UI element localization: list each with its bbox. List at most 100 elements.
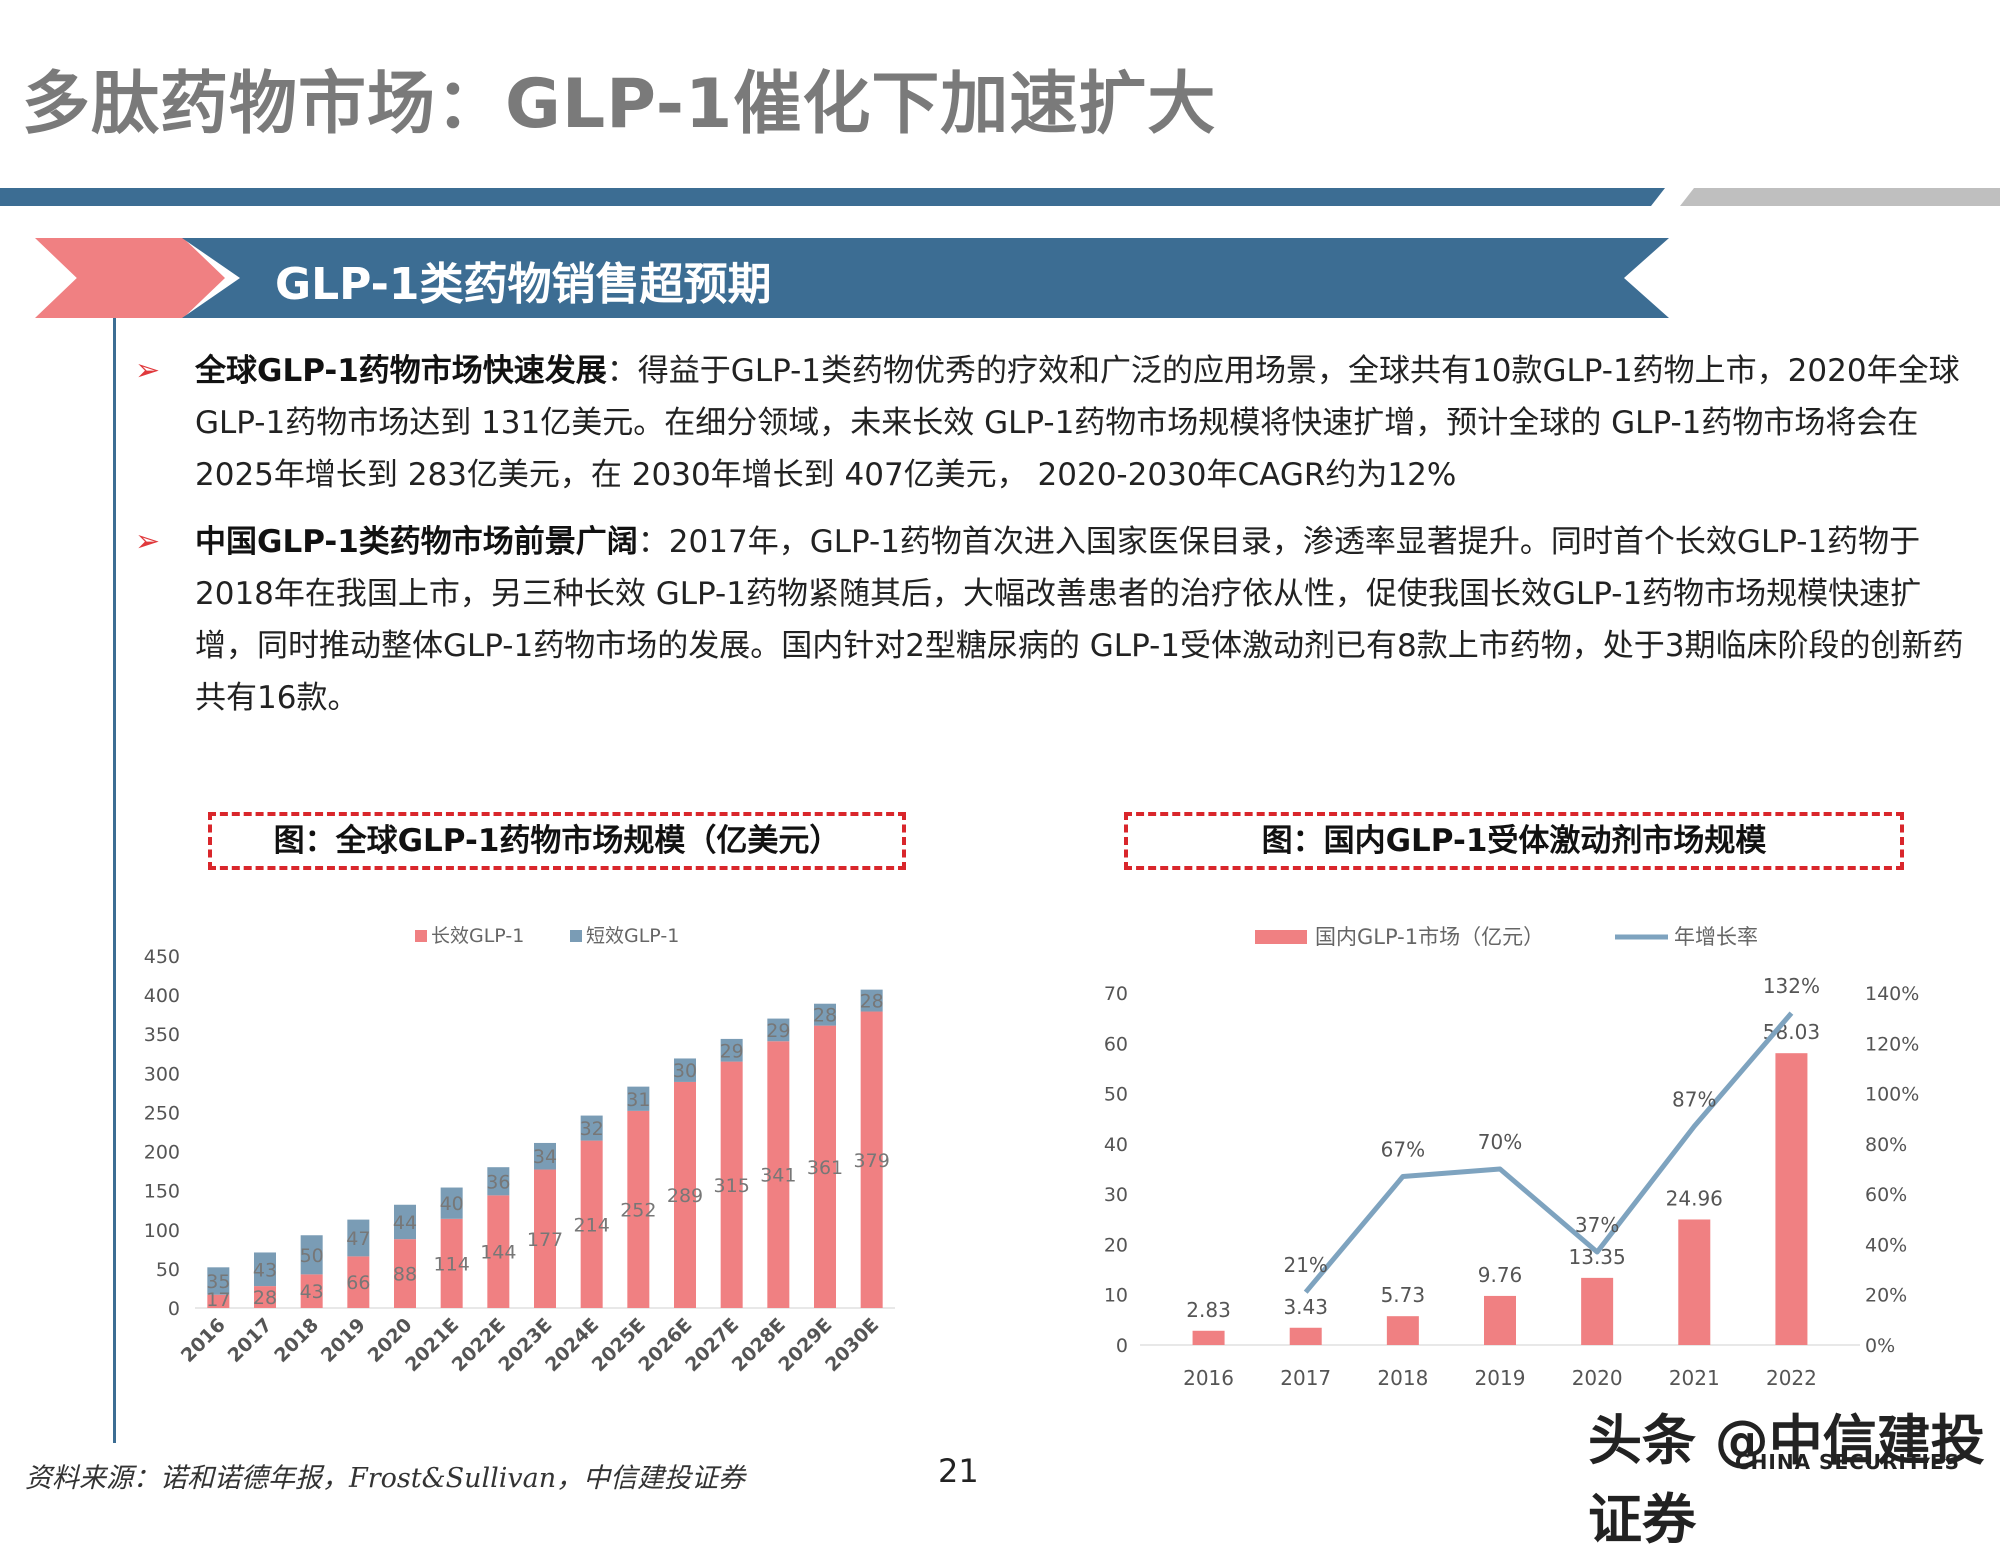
y-right-tick-label: 20% [1865,1285,1907,1307]
data-label-growth: 70% [1478,1130,1522,1154]
x-tick-label: 2019 [317,1314,370,1367]
bar-long-acting [720,1061,743,1308]
y-tick-label: 300 [144,1063,180,1085]
banner-arrow-pink [35,238,225,318]
y-right-tick-label: 0% [1865,1335,1895,1357]
bar-domestic-market [1775,1053,1808,1345]
y-right-tick-label: 140% [1865,983,1919,1005]
x-tick-label: 2030E [821,1314,883,1376]
data-label-short: 44 [393,1212,417,1234]
bar-domestic-market [1289,1327,1322,1345]
bullet-heading: 全球GLP-1药物市场快速发展 [195,353,607,389]
data-label-growth: 132% [1763,974,1820,998]
bar-long-acting [487,1195,510,1308]
bullet-arrow-icon: ➢ [135,353,161,388]
data-label-growth: 37% [1575,1213,1619,1237]
bar-short-acting [674,1058,696,1082]
bar-long-acting [347,1256,370,1308]
page-title: 多肽药物市场：GLP-1催化下加速扩大 [22,65,1217,144]
y-left-tick-label: 50 [1104,1084,1128,1106]
bar-domestic-market [1386,1316,1419,1345]
watermark-text: 头条 @中信建投证券 [1588,1409,1985,1551]
y-right-tick-label: 100% [1865,1084,1919,1106]
bar-short-acting [440,1187,463,1219]
bar-short-acting [300,1235,323,1275]
data-label-long: 289 [667,1185,703,1207]
x-tick-label: 2021 [1669,1366,1720,1390]
y-right-tick-label: 60% [1865,1184,1907,1206]
legend-label-short: 短效GLP-1 [586,925,679,947]
data-label-long: 43 [300,1281,324,1303]
data-label-short: 32 [580,1118,604,1140]
y-tick-label: 450 [144,946,180,968]
bar-long-acting [254,1286,276,1308]
legend-swatch-short [570,930,582,942]
bar-short-acting [860,989,883,1012]
data-label-short: 31 [626,1089,650,1111]
bullet-body: ：得益于GLP-1类药物优秀的疗效和广泛的应用场景，全球共有10款GLP-1药物… [195,353,1960,493]
bar-short-acting [720,1038,743,1062]
banner-bar [182,238,1669,318]
bar-long-acting [767,1041,790,1308]
data-label-long: 252 [620,1199,656,1221]
bar-short-acting [487,1167,510,1196]
y-left-tick-label: 0 [1116,1335,1128,1357]
bar-short-acting [814,1003,836,1026]
data-label-market: 58.03 [1763,1020,1820,1044]
header-rule-blue [0,188,1665,206]
data-label-market: 24.96 [1666,1186,1723,1210]
legend-label-long: 长效GLP-1 [431,925,524,947]
bullet-body: ：2017年，GLP-1药物首次进入国家医保目录，渗透率显著提升。同时首个长效G… [195,524,1964,716]
bar-short-acting [347,1219,370,1257]
legend-label-market: 国内GLP-1市场（亿元） [1315,925,1544,949]
bar-short-acting [207,1267,230,1295]
bar-short-acting [254,1252,276,1287]
y-tick-label: 250 [144,1102,180,1124]
x-tick-label: 2016 [1183,1366,1234,1390]
x-tick-label: 2018 [270,1314,323,1367]
data-label-long: 214 [574,1214,610,1236]
data-label-market: 2.83 [1186,1298,1231,1322]
source-note: 资料来源：诺和诺德年报，Frost&Sullivan，中信建投证券 [25,1463,746,1494]
header-rule-gray [1680,188,2000,206]
data-label-long: 177 [527,1229,563,1251]
bar-short-acting [627,1086,650,1111]
figure-title-china: 图：国内GLP-1受体激动剂市场规模 [1124,812,1904,870]
y-tick-label: 350 [144,1024,180,1046]
bar-long-acting [580,1140,603,1308]
bullet-global-market: ➢ 全球GLP-1药物市场快速发展：得益于GLP-1类药物优秀的疗效和广泛的应用… [135,345,1975,501]
y-right-tick-label: 80% [1865,1134,1907,1156]
bar-short-acting [767,1018,790,1042]
x-tick-label: 2017 [1280,1366,1331,1390]
data-label-short: 50 [300,1245,324,1267]
bar-short-acting [394,1204,416,1240]
data-label-short: 29 [720,1040,744,1062]
data-label-long: 361 [807,1157,843,1179]
y-tick-label: 150 [144,1181,180,1203]
y-left-tick-label: 30 [1104,1184,1128,1206]
y-left-tick-label: 40 [1104,1134,1128,1156]
figure-title-global: 图：全球GLP-1药物市场规模（亿美元） [208,812,906,870]
y-tick-label: 50 [156,1259,180,1281]
left-vertical-rule [113,318,116,1443]
bullet-heading: 中国GLP-1类药物市场前景广阔 [195,524,638,560]
data-label-long: 114 [434,1253,470,1275]
legend-swatch-long [415,930,427,942]
y-tick-label: 200 [144,1142,180,1164]
data-label-growth: 87% [1672,1087,1716,1111]
data-label-short: 47 [346,1228,370,1250]
x-tick-label: 2022 [1766,1366,1817,1390]
growth-rate-line [1303,1011,1794,1294]
page-number: 21 [938,1452,979,1490]
x-tick-label: 2020 [1572,1366,1623,1390]
x-tick-label: 2016 [177,1314,230,1367]
data-label-long: 17 [206,1289,230,1311]
data-label-growth: 67% [1381,1138,1425,1162]
bar-long-acting [534,1169,556,1308]
y-tick-label: 400 [144,985,180,1007]
bullet-china-market: ➢ 中国GLP-1类药物市场前景广阔：2017年，GLP-1药物首次进入国家医保… [135,516,1975,724]
y-right-tick-label: 120% [1865,1033,1919,1055]
bar-domestic-market [1192,1330,1225,1345]
data-label-short: 30 [673,1060,697,1082]
y-tick-label: 0 [168,1298,180,1320]
